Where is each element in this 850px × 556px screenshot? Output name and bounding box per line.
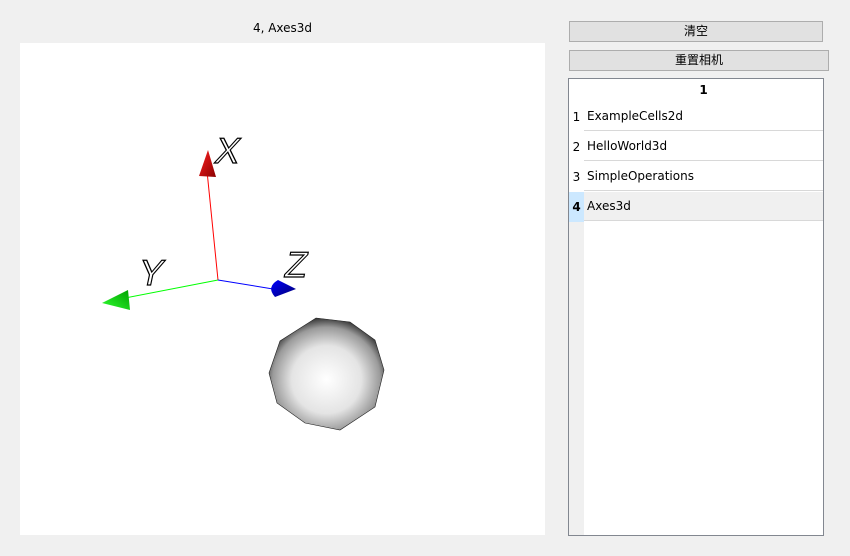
table-corner — [569, 79, 584, 102]
z-axis-line — [217, 279, 274, 290]
table-cell[interactable]: HelloWorld3d — [584, 132, 823, 161]
table-row[interactable]: 1 ExampleCells2d — [569, 102, 823, 132]
y-axis-line — [119, 279, 219, 300]
table-cell[interactable]: ExampleCells2d — [584, 102, 823, 131]
reset-camera-button[interactable]: 重置相机 — [569, 50, 829, 71]
3d-viewport[interactable]: X Y Z — [20, 43, 545, 535]
sphere-object[interactable] — [268, 317, 385, 431]
row-number[interactable]: 2 — [569, 132, 584, 162]
y-axis-cone — [102, 290, 130, 310]
z-axis-label: Z — [281, 244, 312, 285]
clear-button[interactable]: 清空 — [569, 21, 823, 42]
row-number[interactable]: 3 — [569, 162, 584, 192]
viewport-title: 4, Axes3d — [252, 21, 313, 35]
table-row[interactable]: 3 SimpleOperations — [569, 162, 823, 192]
row-number[interactable]: 1 — [569, 102, 584, 132]
x-axis-line — [206, 170, 219, 281]
scene-canvas[interactable]: X Y Z — [20, 43, 545, 535]
table-row-selected[interactable]: 4 Axes3d — [569, 192, 823, 222]
row-number[interactable]: 4 — [569, 192, 584, 222]
table-row[interactable]: 2 HelloWorld3d — [569, 132, 823, 162]
z-axis-cone — [271, 280, 296, 297]
example-table[interactable]: 1 1 ExampleCells2d 2 HelloWorld3d 3 Simp… — [568, 78, 824, 536]
table-cell[interactable]: Axes3d — [584, 192, 823, 221]
column-header[interactable]: 1 — [584, 79, 823, 102]
x-axis-label: X — [212, 130, 245, 171]
x-axis-cone — [199, 150, 216, 177]
table-cell[interactable]: SimpleOperations — [584, 162, 823, 191]
y-axis-label: Y — [135, 252, 168, 293]
